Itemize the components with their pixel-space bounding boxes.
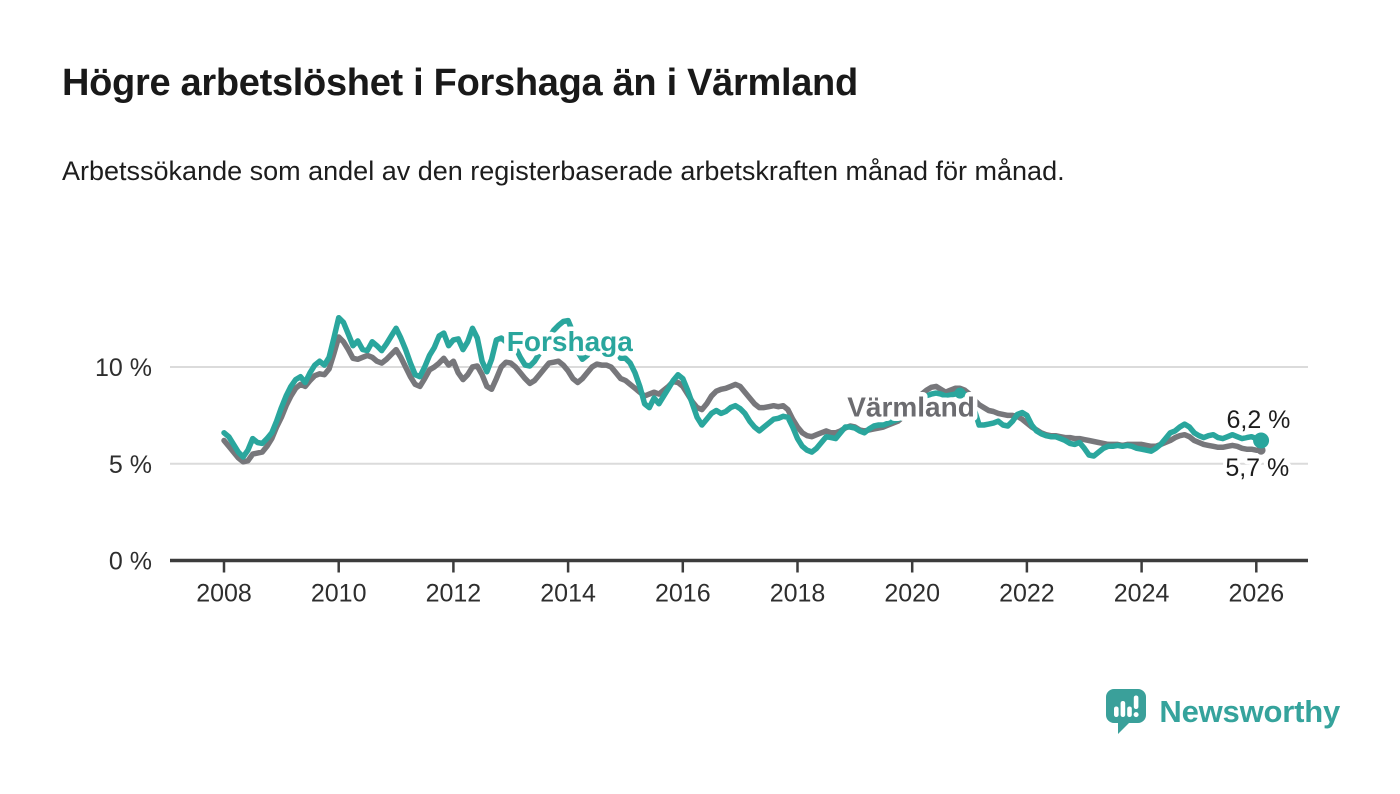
x-tick-label-2008: 2008 xyxy=(196,580,252,608)
value-label-62: 6,2 % xyxy=(1226,406,1290,434)
vrmland-line xyxy=(221,334,1264,465)
y-tick-label-5: 5 % xyxy=(109,451,152,479)
logo-bar-1 xyxy=(1114,706,1119,717)
logo-bubble-shape xyxy=(1106,688,1147,734)
page-subtitle: Arbetssökande som andel av den registerb… xyxy=(62,156,1065,186)
x-tick-label-2024: 2024 xyxy=(1114,580,1170,608)
logo-exclamation-dot xyxy=(1133,711,1139,717)
y-tick-label-10: 10 % xyxy=(95,354,152,382)
brand-name: Newsworthy xyxy=(1159,694,1340,729)
page-title: Högre arbetslöshet i Forshaga än i Värml… xyxy=(62,62,858,104)
forshaga-end-dot xyxy=(1253,432,1270,449)
x-tick-label-2016: 2016 xyxy=(655,580,711,608)
series-label-forshaga: Forshaga xyxy=(507,326,633,357)
forshaga-marker-dot xyxy=(954,387,966,399)
series-label-vrmland: Värmland xyxy=(847,392,975,423)
x-tick-label-2022: 2022 xyxy=(999,580,1055,608)
x-tick-label-2010: 2010 xyxy=(311,580,367,608)
x-tick-label-2012: 2012 xyxy=(426,580,482,608)
forshaga-line xyxy=(221,314,1264,460)
x-tick-label-2026: 2026 xyxy=(1228,580,1284,608)
value-label-57: 5,7 % xyxy=(1225,454,1289,482)
y-tick-label-0: 0 % xyxy=(109,548,152,576)
logo-exclamation-bar xyxy=(1134,695,1139,709)
newsworthy-logo-icon xyxy=(1106,688,1147,734)
brand-footer: Newsworthy xyxy=(1106,684,1340,740)
logo-bar-3 xyxy=(1127,706,1133,717)
x-tick-label-2014: 2014 xyxy=(540,580,596,608)
x-tick-label-2020: 2020 xyxy=(884,580,940,608)
logo-bar-2 xyxy=(1120,700,1126,717)
x-tick-label-2018: 2018 xyxy=(770,580,826,608)
